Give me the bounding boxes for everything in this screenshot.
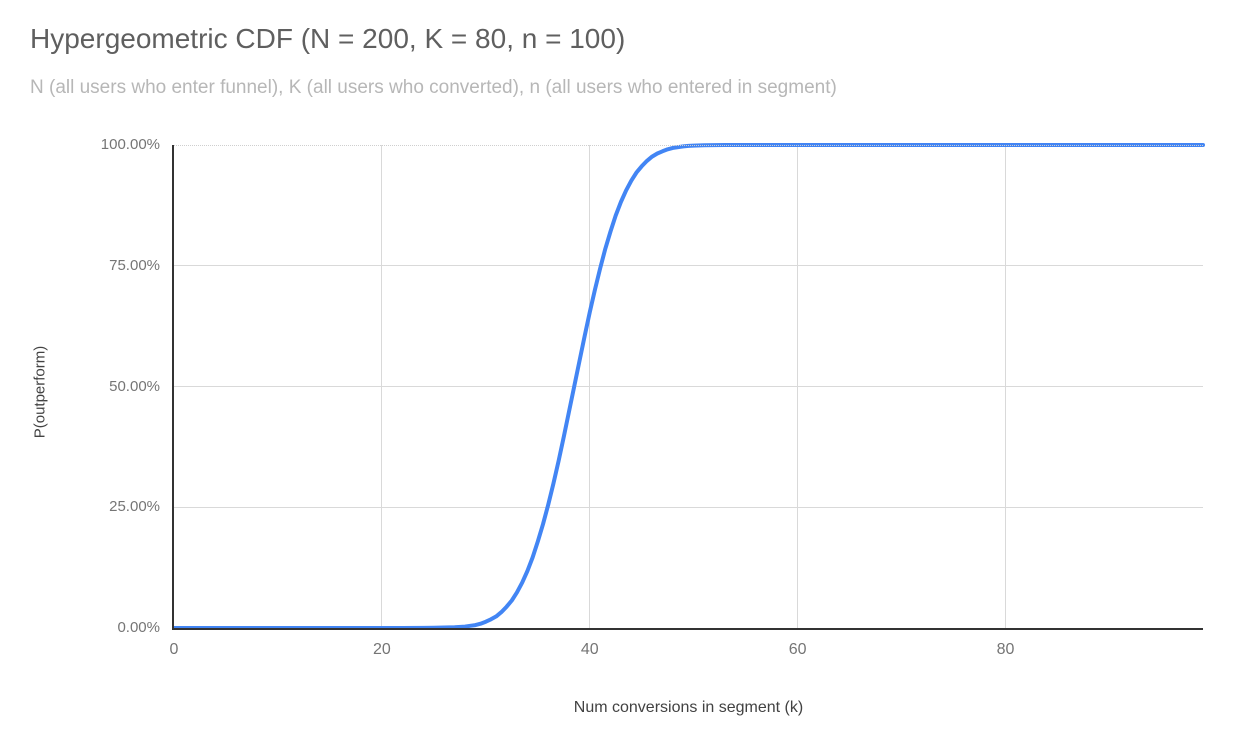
chart-title: Hypergeometric CDF (N = 200, K = 80, n =… — [30, 23, 626, 54]
x-tick-label: 20 — [372, 641, 391, 658]
y-tick-label: 50.00% — [109, 377, 160, 395]
y-tick-label: 100.00% — [100, 136, 160, 153]
y-tick-label: 0.00% — [117, 619, 160, 636]
chart-subtitle: N (all users who enter funnel), K (all u… — [30, 77, 837, 98]
x-tick-label: 80 — [996, 641, 1015, 658]
gridline-horizontal — [174, 265, 1203, 267]
x-axis-line — [172, 628, 1203, 630]
y-tick-label: 25.00% — [109, 498, 160, 516]
cdf-curve — [172, 143, 1205, 630]
gridline-horizontal — [174, 386, 1203, 387]
x-tick-label: 0 — [169, 641, 179, 658]
plot-area — [172, 143, 1205, 630]
x-axis-title: Num conversions in segment (k) — [573, 699, 804, 716]
y-axis-line — [172, 145, 174, 630]
gridline-top-dotted — [174, 145, 1203, 146]
gridline-horizontal — [174, 506, 1203, 508]
y-tick-label: 75.00% — [109, 256, 160, 274]
y-axis-title: P(outperform) — [31, 345, 49, 439]
series-line-p-outperform — [172, 143, 1205, 630]
x-tick-label: 60 — [788, 641, 807, 658]
x-tick-label: 40 — [580, 641, 599, 658]
